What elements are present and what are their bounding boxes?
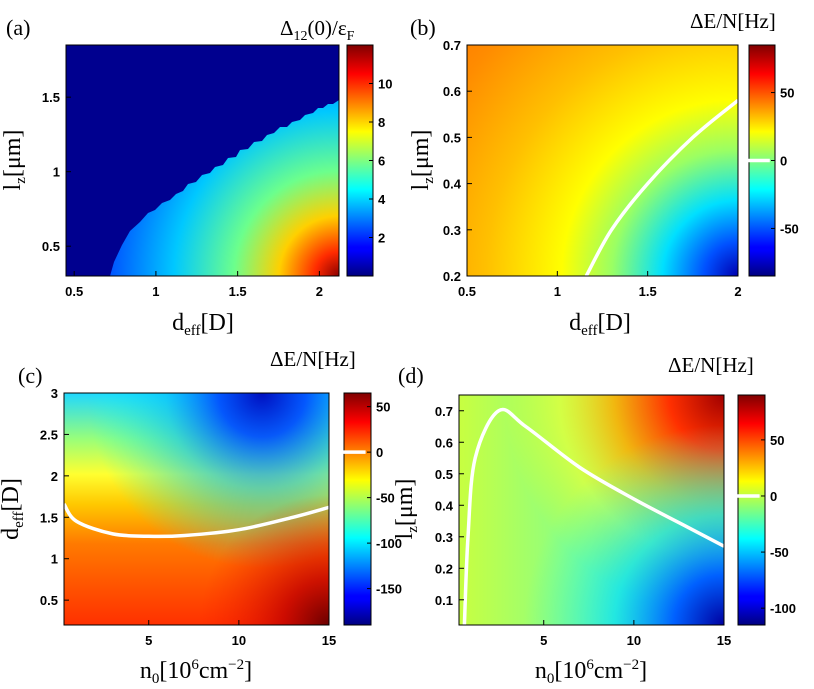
panel-c-ytick-label: 1 [51,552,58,567]
panel-c-colorbar-tick-label: -50 [376,491,395,506]
panel-a-colorbar-ticks: 2 4 6 8 10 [369,77,392,246]
panel-b-zero-contour [584,99,738,276]
panel-d-heatmap-bottom [459,395,724,625]
panel-d-colorbar [737,394,766,626]
panel-c-xlabel: n0[106cm−2] [140,657,252,687]
panel-c-colorbar-tick-label: 50 [376,400,390,415]
panel-c-colorbar-tick-label: 0 [376,445,383,460]
panel-a-xtick-label: 2 [316,284,323,299]
panel-a-frame [65,44,340,277]
panel-b-colorbar-tick-label: 50 [780,86,794,101]
panel-c-xtick-label: 10 [232,633,246,648]
panel-c-ylabel: deff[D] [0,478,27,540]
panel-b-label: (b) [410,15,436,40]
panel-a-colorbar-title: Δ12(0)/εF [280,16,355,44]
panel-b-ytick-label: 0.3 [443,223,461,238]
panel-b-ytick-label: 0.2 [443,269,461,284]
panel-a-colorbar-tick-label: 10 [378,77,392,92]
panel-a-ytick-label: 0.5 [42,239,60,254]
panel-b-xtick-label: 2 [734,284,741,299]
panel-a-ticks: 0.5 1 1.5 2 0.5 1 1.5 [42,90,323,299]
panel-a-xtick-label: 1 [152,284,159,299]
panel-d-colorbar-tick-label: -100 [770,601,796,616]
panel-d-colorbar-tick-label: -50 [770,545,789,560]
panel-c-xtick-label: 5 [145,633,152,648]
panel-d-colorbar-title: ΔE/N[Hz] [668,353,754,377]
panel-c-heatmap-corner [64,393,329,625]
panel-b-colorbar-tick-label: 0 [780,154,787,169]
panel-a-label: (a) [6,15,30,40]
panel-c-colorbar-ticks: 50 0 -50 -100 -150 [343,400,402,597]
panel-d-xtick-label: 5 [540,633,547,648]
panel-d-ytick-label: 0.2 [435,561,453,576]
panel-a-colorbar-tick-label: 6 [378,154,385,169]
panel-a-colorbar [346,44,374,277]
panel-c-colorbar-tick-label: -150 [376,582,402,597]
panel-d-zero-contour [462,407,724,625]
panel-b: (b) 0.5 1 1.5 2 0.2 0.3 0.4 0.5 0.6 0.7 deff[D] l… [408,9,799,339]
panel-c-colorbar [343,392,372,626]
panel-b-ytick-label: 0.6 [443,84,461,99]
panel-b-colorbar-tick-label: -50 [780,221,799,236]
panel-a: (a) 0.5 1 1.5 2 0.5 1 1.5 deff[D] lz[μm] 2 4 6 8 1… [0,15,392,339]
panel-c-xtick-label: 15 [322,633,336,648]
panel-b-colorbar-title: ΔE/N[Hz] [690,9,776,33]
panel-d: (d) 5 10 15 0.1 0.2 0.3 0.4 0.5 0.6 0.7 n0[106cm−… [392,353,796,687]
panel-d-label: (d) [398,363,424,388]
panel-c-colorbar-tick-label: -100 [376,536,402,551]
panel-a-colorbar-tick-label: 2 [378,231,385,246]
panel-d-xlabel: n0[106cm−2] [535,657,647,687]
panel-b-ticks: 0.5 1 1.5 2 0.2 0.3 0.4 0.5 0.6 0.7 [443,38,742,299]
panel-b-ytick-label: 0.4 [443,177,462,192]
panel-d-ytick-label: 0.5 [435,467,453,482]
panel-c-colorbar-title: ΔE/N[Hz] [270,347,356,371]
panel-a-ylabel: lz[μm] [0,130,29,191]
panel-b-xtick-label: 1.5 [639,284,657,299]
panel-a-ytick-label: 1.5 [42,90,60,105]
panel-a-xtick-label: 1.5 [229,284,247,299]
panel-c: (c) 5 10 15 0.5 1 1.5 2 2.5 3 n0[106cm−2] deff[D… [0,347,402,687]
panel-b-ylabel: lz[μm] [408,130,437,191]
panel-d-ytick-label: 0.4 [435,498,454,513]
panel-c-ytick-label: 2 [51,469,58,484]
panel-c-zero-contour [64,502,329,539]
panel-a-colorbar-tick-label: 4 [378,192,386,207]
panel-d-colorbar-tick-label: 50 [770,433,784,448]
panel-a-xtick-label: 0.5 [65,284,83,299]
panel-b-frame [466,44,739,277]
panel-c-ytick-label: 1.5 [40,510,58,525]
panel-d-frame [458,394,725,626]
panel-d-ytick-label: 0.1 [435,593,453,608]
panel-a-colorbar-tick-label: 8 [378,115,385,130]
panel-a-xlabel: deff[D] [172,310,234,339]
panel-b-colorbar-ticks: 50 0 -50 [748,86,799,236]
panel-c-ytick-label: 3 [51,386,58,401]
panel-d-colorbar-tick-label: 0 [770,489,777,504]
panel-a-zero-region [66,45,339,276]
panel-b-xtick-label: 1 [554,284,561,299]
panel-c-ticks: 5 10 15 0.5 1 1.5 2 2.5 3 [40,386,336,648]
panel-d-xtick-label: 10 [627,633,641,648]
panel-b-heatmap [467,45,738,276]
panel-b-ytick-label: 0.5 [443,130,461,145]
panel-d-colorbar-ticks: 50 0 -50 -100 [737,433,796,616]
panel-d-ytick-label: 0.6 [435,435,453,450]
panel-d-ylabel: lz[μm] [392,479,421,540]
panel-b-ytick-label: 0.7 [443,38,461,53]
panel-b-xtick-label: 0.5 [458,284,476,299]
panel-c-frame [63,392,330,626]
panel-d-ytick-label: 0.7 [435,404,453,419]
panel-d-xtick-label: 15 [717,633,731,648]
panel-a-ytick-label: 1 [53,165,60,180]
panel-d-ytick-label: 0.3 [435,530,453,545]
panel-b-xlabel: deff[D] [569,310,631,339]
panel-d-ticks: 5 10 15 0.1 0.2 0.3 0.4 0.5 0.6 0.7 [435,404,731,648]
panel-c-label: (c) [18,363,42,388]
panel-c-ytick-label: 2.5 [40,427,58,442]
panel-c-ytick-label: 0.5 [40,593,58,608]
